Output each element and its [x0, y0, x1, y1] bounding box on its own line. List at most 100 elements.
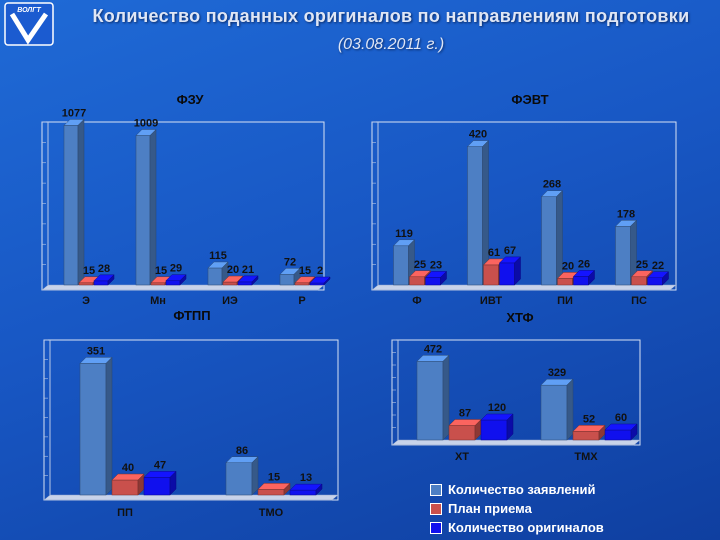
bar: [222, 281, 238, 286]
data-label: 20: [562, 260, 574, 272]
data-label: 420: [469, 129, 487, 141]
tick-label: Э: [82, 295, 90, 307]
bar: [631, 276, 647, 286]
bar: [63, 125, 79, 286]
data-label: 472: [424, 343, 442, 355]
data-label: 86: [236, 445, 248, 457]
tick-label: Ф: [412, 295, 421, 307]
bar: [416, 361, 444, 441]
data-label: 25: [636, 259, 648, 271]
data-label: 115: [209, 250, 227, 262]
bar-side: [315, 483, 323, 496]
university-logo: ВОЛГТ: [4, 2, 54, 46]
data-label: 29: [170, 263, 182, 275]
legend: Количество заявлений План приема Количес…: [430, 480, 604, 537]
chart-floor: [371, 284, 677, 291]
bar: [79, 363, 107, 496]
bar: [557, 278, 573, 286]
bar-side: [251, 275, 259, 286]
bar-side: [630, 423, 638, 441]
chart-2: ФЭВТ 119 25 23 Ф 420 61 67 ИВТ 268 20 26 ПИ 178 25 22 ПС: [371, 92, 677, 307]
data-label: 22: [652, 260, 664, 272]
chart-4: ХТФ 472 87 120 ХТ 329 52 60 ТМХ: [391, 310, 641, 463]
tick-label: ТМО: [259, 507, 284, 519]
data-label: 15: [268, 471, 280, 483]
data-label: 2: [317, 265, 323, 277]
data-label: 15: [299, 265, 311, 277]
bar: [572, 431, 600, 441]
bar-side: [662, 271, 669, 286]
chart-floor: [391, 439, 641, 446]
data-label: 351: [87, 345, 105, 357]
chart-floor: [41, 284, 325, 291]
bar: [309, 282, 325, 286]
data-label: 67: [504, 245, 516, 257]
bar-side: [588, 269, 595, 286]
tick-label: ИВТ: [480, 295, 502, 307]
data-label: 26: [578, 258, 590, 270]
bar: [409, 276, 425, 286]
bar: [93, 280, 109, 286]
data-label: 119: [395, 228, 413, 240]
bar: [573, 276, 589, 286]
data-label: 40: [122, 462, 134, 474]
data-label: 47: [154, 459, 166, 471]
bar: [165, 280, 181, 286]
tick-label: ИЭ: [222, 295, 238, 307]
tick-label: ТМХ: [574, 451, 598, 463]
logo-text: ВОЛГТ: [17, 7, 41, 14]
legend-item: Количество оригиналов: [430, 518, 604, 537]
bar: [467, 146, 483, 286]
chart-title: ХТФ: [506, 310, 533, 325]
data-label: 61: [488, 247, 500, 259]
bar: [448, 425, 476, 441]
chart-title: ФТПП: [173, 308, 210, 323]
bar-side: [251, 456, 259, 496]
tick-label: Мн: [150, 295, 166, 307]
data-label: 268: [543, 179, 561, 191]
bar: [540, 384, 568, 441]
bar: [279, 274, 295, 286]
bar: [135, 135, 151, 286]
bar: [289, 489, 317, 496]
bar-side: [283, 482, 291, 496]
tick-label: ПИ: [557, 295, 573, 307]
tick-label: ПП: [117, 507, 133, 519]
data-label: 15: [83, 265, 95, 277]
data-label: 20: [227, 264, 239, 276]
bar: [78, 282, 94, 286]
tick-label: Р: [298, 295, 305, 307]
bar: [499, 262, 515, 286]
legend-label: Количество оригиналов: [448, 520, 604, 535]
bar-side: [514, 256, 521, 286]
bar-side: [506, 413, 514, 441]
chart-title: ФЗУ: [177, 92, 205, 107]
bar-side: [107, 274, 115, 286]
data-label: 329: [548, 367, 566, 379]
data-label: 21: [242, 264, 254, 276]
bar-side: [440, 270, 447, 286]
page-title: Количество поданных оригиналов по направ…: [92, 6, 690, 26]
data-label: 25: [414, 259, 426, 271]
bar: [237, 281, 253, 286]
legend-label: Количество заявлений: [448, 482, 596, 497]
data-label: 13: [300, 472, 312, 484]
bar-side: [323, 276, 331, 286]
bar-side: [442, 354, 450, 441]
bar: [294, 282, 310, 286]
data-label: 120: [488, 402, 506, 414]
data-label: 1077: [62, 107, 86, 119]
data-label: 15: [155, 265, 167, 277]
legend-swatch: [430, 521, 442, 534]
chart-title: ФЭВТ: [511, 92, 548, 107]
bar: [604, 429, 632, 441]
data-label: 28: [98, 263, 110, 275]
bar-side: [149, 128, 157, 286]
bar: [257, 489, 285, 496]
bar: [647, 277, 663, 286]
bar-side: [169, 470, 177, 496]
bar: [225, 462, 253, 496]
bar: [143, 477, 171, 496]
